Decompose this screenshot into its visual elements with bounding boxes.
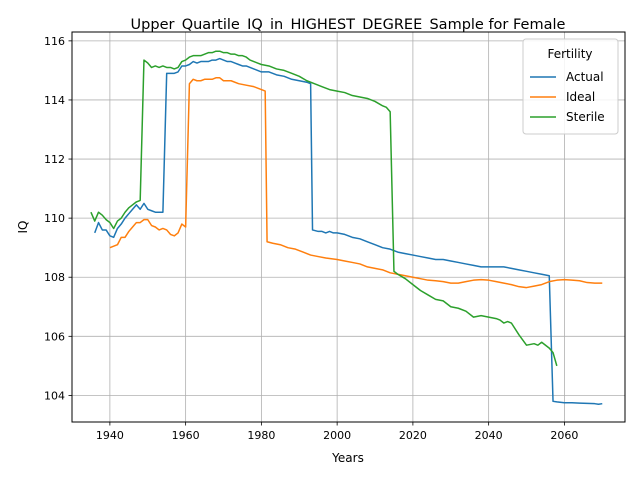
y-tick-label: 112 xyxy=(44,153,65,166)
y-tick-label: 110 xyxy=(44,212,65,225)
plot-frame xyxy=(71,31,626,423)
x-axis: 1940 1960 1980 2000 2020 2040 2060 xyxy=(96,422,578,442)
x-tick-label: 1980 xyxy=(247,429,275,442)
x-tick-label: 2020 xyxy=(399,429,427,442)
y-tick-label: 106 xyxy=(44,330,65,343)
legend-title: Fertility xyxy=(547,47,592,61)
legend-label-ideal: Ideal xyxy=(566,90,595,104)
legend-label-sterile: Sterile xyxy=(566,110,605,124)
y-axis: 104 106 108 110 112 114 116 xyxy=(44,35,72,402)
x-tick-label: 2060 xyxy=(550,429,578,442)
series-line-ideal xyxy=(109,77,603,289)
y-tick-label: 116 xyxy=(44,35,65,48)
chart-title: Upper_Quartile_IQ_in_HIGHEST_DEGREE_Samp… xyxy=(131,17,566,33)
series-group xyxy=(90,50,603,406)
y-tick-label: 104 xyxy=(44,389,65,402)
y-axis-label: IQ xyxy=(16,221,30,234)
x-tick-label: 1960 xyxy=(172,429,200,442)
y-tick-label: 108 xyxy=(44,271,65,284)
y-tick-label: 114 xyxy=(44,94,65,107)
series-line-sterile xyxy=(90,50,558,367)
x-tick-label: 1940 xyxy=(96,429,124,442)
legend-box xyxy=(522,38,619,135)
series-line-actual xyxy=(94,57,603,406)
legend-label-actual: Actual xyxy=(566,70,604,84)
x-tick-label: 2040 xyxy=(475,429,503,442)
legend: Fertility Actual Ideal Sterile xyxy=(522,38,619,135)
x-tick-label: 2000 xyxy=(323,429,351,442)
x-axis-label: Years xyxy=(331,451,364,465)
